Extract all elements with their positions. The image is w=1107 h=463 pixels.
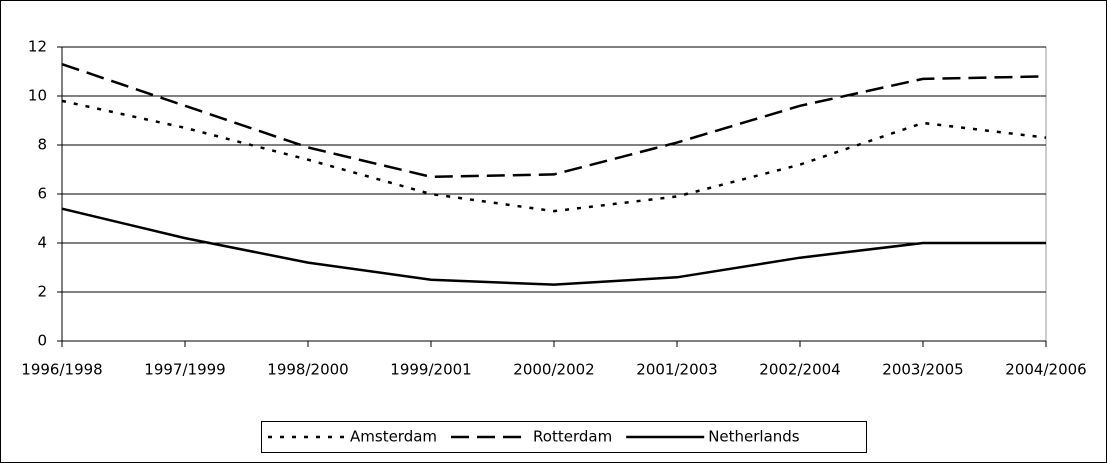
x-tick-label: 2000/2002: [513, 361, 594, 379]
x-tick-label: 2004/2006: [1005, 361, 1086, 379]
y-tick-label: 10: [28, 87, 47, 105]
y-tick-label: 12: [28, 38, 47, 56]
x-tick-label: 2003/2005: [882, 361, 963, 379]
y-tick-label: 8: [37, 136, 47, 154]
series-line: [61, 99, 1047, 213]
y-tick-label: 0: [37, 332, 47, 350]
legend-label: Amsterdam: [350, 428, 437, 446]
x-tick-label: 2001/2003: [636, 361, 717, 379]
series-line: [61, 62, 1047, 179]
legend-label: Netherlands: [708, 428, 800, 446]
x-tick-label: 1999/2001: [390, 361, 471, 379]
legend-label: Rotterdam: [533, 428, 612, 446]
series-line: [61, 207, 1046, 286]
y-tick-label: 6: [37, 185, 47, 203]
x-tick-label: 1996/1998: [21, 361, 102, 379]
x-tick-label: 2002/2004: [759, 361, 840, 379]
x-tick-label: 1997/1999: [144, 361, 225, 379]
legend-box: [261, 421, 867, 453]
x-tick-label: 1998/2000: [267, 361, 348, 379]
y-tick-label: 2: [37, 283, 47, 301]
y-tick-label: 4: [37, 234, 47, 252]
